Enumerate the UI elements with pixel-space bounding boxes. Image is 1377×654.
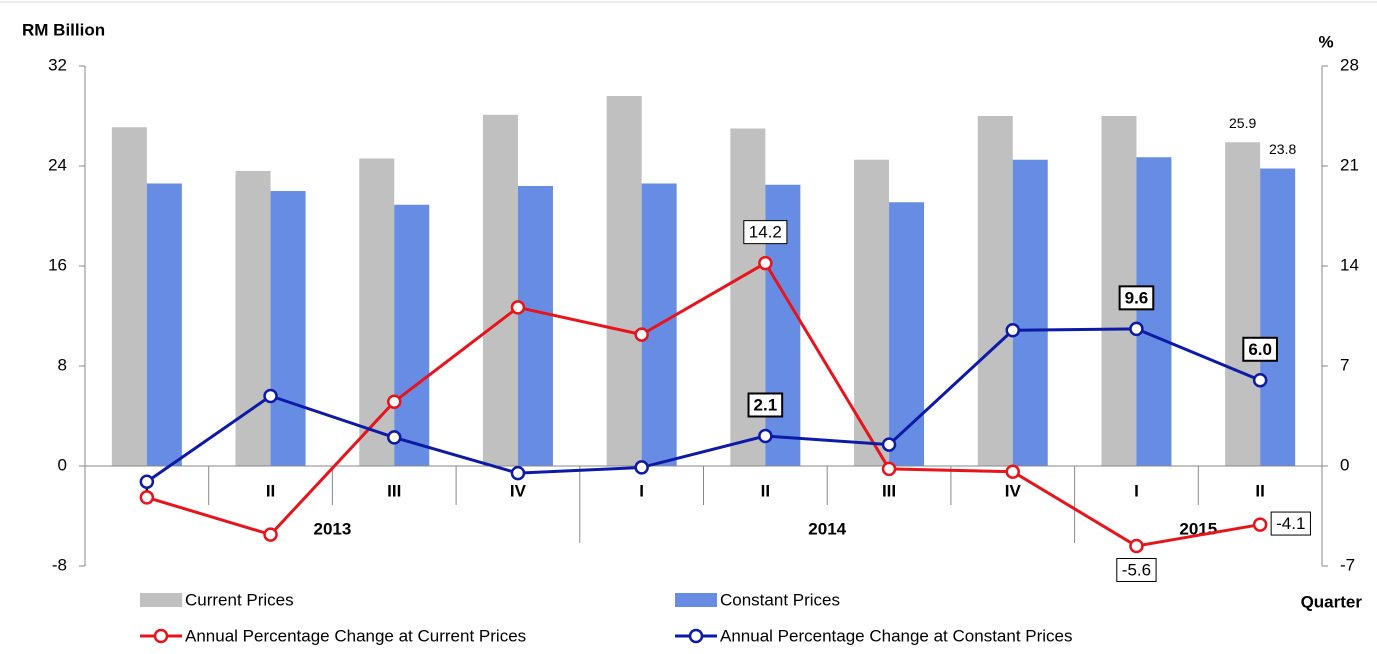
line-value-label: 6.0 — [1248, 340, 1272, 359]
x-tick-label: IV — [510, 481, 527, 500]
value-label-box — [747, 392, 784, 418]
y-tick-label: 8 — [58, 355, 67, 374]
line-marker — [881, 437, 897, 452]
legend-label: Constant Prices — [720, 590, 840, 609]
legend-swatch — [140, 593, 182, 607]
y-tick-label: 0 — [58, 455, 67, 474]
legend-label: Annual Percentage Change at Constant Pri… — [720, 626, 1073, 645]
value-label-box — [1270, 511, 1311, 536]
y2-tick-label: 7 — [1340, 355, 1349, 374]
y-tick-label: 16 — [48, 255, 67, 274]
y-axis-title: RM Billion — [22, 20, 105, 39]
legend-marker — [153, 628, 169, 644]
line-marker — [634, 460, 649, 475]
bar — [977, 116, 1013, 466]
value-label-box — [743, 220, 788, 245]
y2-tick-label: 14 — [1340, 255, 1359, 274]
line-marker — [263, 388, 278, 404]
line-marker — [634, 327, 649, 342]
line-marker — [139, 490, 155, 505]
line-marker — [510, 465, 526, 481]
line — [146, 261, 1261, 548]
line-marker — [1252, 517, 1268, 532]
bar — [1136, 157, 1172, 466]
line-marker — [510, 300, 526, 315]
x-tick-label: II — [1255, 481, 1264, 500]
bar-value-label: 23.8 — [1269, 141, 1296, 157]
x-tick-label: III — [882, 481, 896, 500]
y-tick-label: 32 — [48, 55, 67, 74]
bar — [146, 183, 182, 466]
line-marker — [1252, 373, 1268, 388]
bar-value-label: 25.9 — [1229, 115, 1256, 131]
line-value-label: 14.2 — [749, 223, 782, 242]
bar — [394, 204, 430, 466]
line-value-label: -5.6 — [1122, 560, 1151, 579]
line-marker — [387, 430, 402, 445]
x-axis-title: Quarter — [1301, 592, 1363, 611]
value-label-box — [1242, 336, 1278, 362]
legend-swatch — [675, 593, 717, 607]
value-label-box — [1116, 557, 1157, 582]
group-label: 2014 — [808, 519, 846, 538]
bar — [517, 186, 553, 466]
y2-tick-label: 0 — [1340, 455, 1349, 474]
bar — [1225, 142, 1261, 466]
line-value-label: -4.1 — [1276, 514, 1305, 533]
line-marker — [139, 474, 155, 489]
value-label-box — [1118, 285, 1155, 311]
bar — [1260, 168, 1296, 466]
group-label: 2013 — [313, 519, 351, 538]
line-marker — [1129, 538, 1144, 554]
line-marker — [387, 394, 402, 409]
x-tick-label: II — [266, 481, 275, 500]
x-tick-label: IV — [1005, 481, 1022, 500]
y2-tick-label: 21 — [1340, 155, 1359, 174]
bar — [235, 171, 271, 466]
x-tick-label: I — [639, 481, 644, 500]
line-marker — [1005, 464, 1020, 479]
line-marker — [1129, 321, 1144, 337]
y2-tick-label: 28 — [1340, 55, 1359, 74]
y-tick-label: -8 — [52, 555, 67, 574]
line-marker — [881, 461, 897, 477]
bar — [1012, 159, 1048, 466]
bar — [854, 159, 890, 466]
bar — [111, 127, 147, 466]
line-marker — [263, 527, 278, 542]
x-tick-label: I — [1134, 481, 1139, 500]
x-tick-label: II — [761, 481, 770, 500]
line-value-label: 2.1 — [754, 395, 778, 414]
line-value-label: 9.6 — [1125, 288, 1149, 307]
bar — [889, 202, 925, 466]
y-tick-label: 24 — [48, 155, 67, 174]
bar — [270, 191, 306, 466]
line-marker — [1005, 323, 1020, 338]
bar — [482, 114, 518, 466]
y2-tick-label: -7 — [1340, 555, 1355, 574]
legend-label: Current Prices — [185, 590, 294, 609]
legend-marker — [688, 628, 704, 644]
legend-label: Annual Percentage Change at Current Pric… — [185, 626, 526, 645]
x-tick-label: III — [387, 481, 401, 500]
bar — [359, 158, 395, 466]
y2-axis-title: % — [1318, 32, 1333, 51]
line-marker — [758, 428, 773, 444]
line — [145, 327, 1261, 483]
line-marker — [758, 255, 773, 271]
bar — [606, 96, 642, 466]
